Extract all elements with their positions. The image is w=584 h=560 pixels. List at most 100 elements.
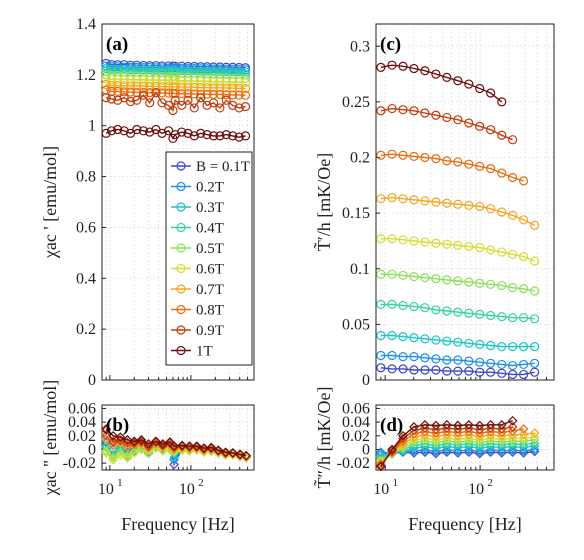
data-point [157,81,167,92]
data-point [431,420,441,431]
data-point [431,305,441,315]
series-c-5 [376,234,540,266]
series-line [380,153,524,182]
series-line [380,107,513,141]
data-point [497,130,507,140]
data-point [409,195,419,205]
data-point [189,63,199,74]
data-point [376,299,386,309]
series-c-4 [376,269,540,296]
y-tick-label: 0.2 [350,150,370,167]
y-axis-label: T̃″/h [mK/Oe] [312,387,334,489]
y-tick-label: 1.4 [76,16,96,33]
data-point [398,270,408,281]
data-point [387,350,397,361]
data-point [497,247,507,257]
data-point [452,420,463,431]
data-point [145,62,155,73]
data-point [227,448,238,458]
series-d-9 [376,415,518,472]
data-point [464,366,474,376]
data-point [387,364,397,374]
data-point [170,88,180,99]
data-point [101,93,111,103]
x-axis-label: Frequency [Hz] [408,514,521,534]
x-tick-exponent: 2 [198,477,204,489]
data-point [398,105,408,115]
data-point [113,64,123,74]
data-point [221,95,231,105]
data-point [453,157,463,167]
data-point [157,75,167,86]
series-c-3 [376,299,540,324]
data-point [486,358,496,368]
data-point [196,128,206,138]
data-point [518,342,529,352]
series-c-8 [376,103,518,145]
y-tick-label: -0.02 [63,455,96,472]
data-point [464,241,474,252]
data-point [420,152,430,163]
data-point [101,128,111,138]
data-point [228,67,238,77]
data-point [464,118,474,128]
data-point [442,239,452,249]
data-point [208,77,219,87]
data-point [508,210,518,220]
x-tick-label: 10 [179,481,195,498]
data-point [497,342,507,352]
series-a-2 [101,63,251,77]
data-point [420,303,430,313]
data-point [113,124,123,135]
data-point [183,76,193,86]
data-point [409,333,419,343]
data-point [431,238,441,248]
data-point [169,452,179,463]
data-point [387,299,397,309]
data-point [409,106,419,116]
data-point [228,131,238,141]
legend-entry: 0.8T [196,303,224,319]
data-point [464,200,474,210]
data-point [241,450,251,461]
data-point [221,66,231,77]
data-point [507,415,518,426]
data-point [202,66,212,76]
data-point [138,81,149,91]
data-point [431,335,441,345]
data-point [169,459,179,470]
data-point [376,363,386,373]
y-tick-label: 0.4 [76,270,96,287]
legend-entry: 0.6T [196,262,224,278]
data-point [221,130,231,140]
data-point [453,115,463,125]
data-point [240,67,251,77]
series-line [105,428,247,457]
data-point [125,87,136,97]
panel-label: (d) [380,415,403,436]
data-point [508,249,518,259]
series-a-5 [101,74,251,88]
data-point [101,424,111,434]
legend-swatch-marker [176,243,186,253]
data-point [101,79,111,90]
data-point [145,127,155,137]
data-point [202,82,212,93]
data-point [529,432,540,443]
data-point [508,342,518,352]
data-point [475,243,485,253]
data-point [497,280,507,291]
legend-entry: 0.3T [196,200,224,216]
data-point [420,196,430,206]
series-a-9 [101,124,251,144]
y-tick-label: 0 [88,441,96,458]
data-point [409,352,419,362]
y-tick-label: 0.6 [76,219,96,236]
data-point [234,90,244,100]
legend-swatch-marker [176,202,186,212]
data-point [234,103,244,113]
data-point [234,132,244,142]
data-point [442,72,452,83]
